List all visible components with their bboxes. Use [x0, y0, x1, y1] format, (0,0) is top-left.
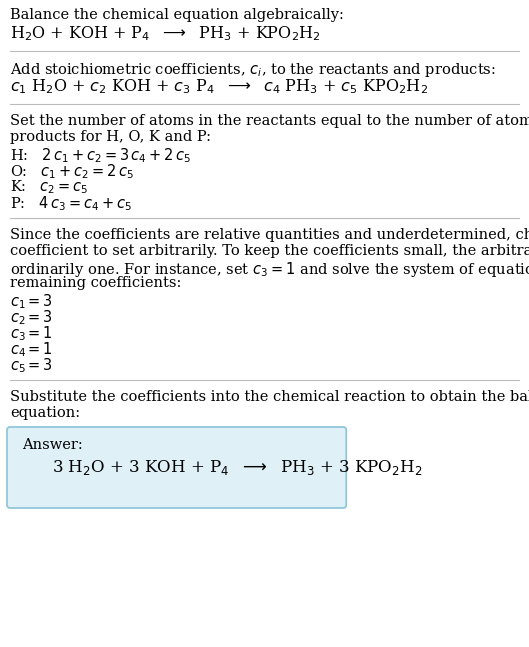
Text: H:   $2\,c_1 + c_2 = 3\,c_4 + 2\,c_5$: H: $2\,c_1 + c_2 = 3\,c_4 + 2\,c_5$ — [10, 146, 191, 165]
Text: Since the coefficients are relative quantities and underdetermined, choose a: Since the coefficients are relative quan… — [10, 228, 529, 242]
Text: ordinarily one. For instance, set $c_3 = 1$ and solve the system of equations fo: ordinarily one. For instance, set $c_3 =… — [10, 260, 529, 279]
Text: Set the number of atoms in the reactants equal to the number of atoms in the: Set the number of atoms in the reactants… — [10, 114, 529, 128]
Text: $c_4 = 1$: $c_4 = 1$ — [10, 340, 53, 358]
Text: P:   $4\,c_3 = c_4 + c_5$: P: $4\,c_3 = c_4 + c_5$ — [10, 194, 132, 213]
Text: K:   $c_2 = c_5$: K: $c_2 = c_5$ — [10, 178, 88, 195]
Text: $c_1$ H$_2$O + $c_2$ KOH + $c_3$ P$_4$  $\longrightarrow$  $c_4$ PH$_3$ + $c_5$ : $c_1$ H$_2$O + $c_2$ KOH + $c_3$ P$_4$ $… — [10, 77, 428, 96]
Text: Balance the chemical equation algebraically:: Balance the chemical equation algebraica… — [10, 8, 344, 22]
Text: O:   $c_1 + c_2 = 2\,c_5$: O: $c_1 + c_2 = 2\,c_5$ — [10, 162, 134, 181]
Text: $c_3 = 1$: $c_3 = 1$ — [10, 324, 53, 343]
Text: equation:: equation: — [10, 406, 80, 420]
FancyBboxPatch shape — [7, 427, 346, 508]
Text: Substitute the coefficients into the chemical reaction to obtain the balanced: Substitute the coefficients into the che… — [10, 390, 529, 404]
Text: Add stoichiometric coefficients, $c_i$, to the reactants and products:: Add stoichiometric coefficients, $c_i$, … — [10, 61, 496, 79]
Text: $c_1 = 3$: $c_1 = 3$ — [10, 292, 53, 311]
Text: remaining coefficients:: remaining coefficients: — [10, 276, 181, 290]
Text: Answer:: Answer: — [22, 438, 83, 452]
Text: 3 H$_2$O + 3 KOH + P$_4$  $\longrightarrow$  PH$_3$ + 3 KPO$_2$H$_2$: 3 H$_2$O + 3 KOH + P$_4$ $\longrightarro… — [52, 458, 423, 477]
Text: $c_2 = 3$: $c_2 = 3$ — [10, 308, 53, 327]
Text: $c_5 = 3$: $c_5 = 3$ — [10, 356, 53, 375]
Text: H$_2$O + KOH + P$_4$  $\longrightarrow$  PH$_3$ + KPO$_2$H$_2$: H$_2$O + KOH + P$_4$ $\longrightarrow$ P… — [10, 24, 321, 43]
Text: coefficient to set arbitrarily. To keep the coefficients small, the arbitrary va: coefficient to set arbitrarily. To keep … — [10, 244, 529, 258]
Text: products for H, O, K and P:: products for H, O, K and P: — [10, 130, 211, 144]
